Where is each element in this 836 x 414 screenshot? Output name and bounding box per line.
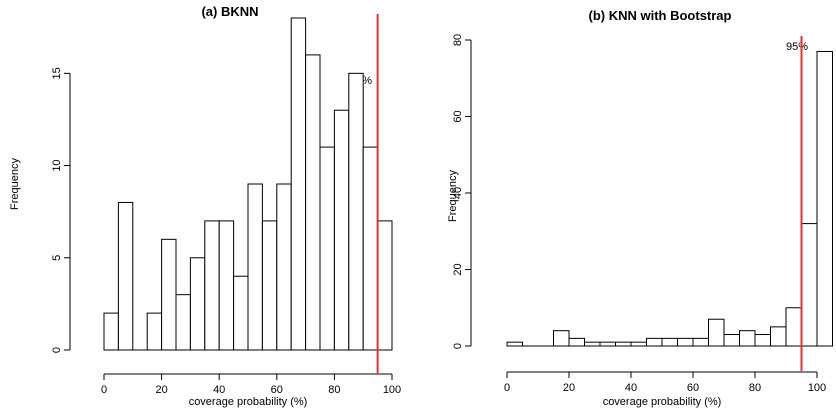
histogram-bar — [319, 146, 335, 351]
histogram-bar — [770, 326, 787, 347]
panel-knn-bootstrap: (b) KNN with Bootstrap coverage probabil… — [447, 8, 833, 408]
x-tick-label: 20 — [563, 382, 575, 394]
y-tick-label: 10 — [51, 159, 63, 171]
histogram-bar — [739, 330, 756, 347]
histogram-bar — [362, 146, 379, 351]
histogram-bar — [599, 341, 616, 347]
histogram-bar — [261, 220, 278, 351]
chart-title: (a) BKNN — [201, 4, 258, 19]
histogram-bar — [290, 17, 307, 351]
x-tick-label: 80 — [749, 382, 761, 394]
histogram-bar — [785, 307, 802, 347]
x-tick-label: 40 — [625, 382, 637, 394]
histogram-bar — [506, 341, 523, 347]
histogram-bar — [103, 312, 119, 351]
histogram-bar — [348, 72, 364, 351]
x-tick-label: 60 — [271, 384, 283, 396]
histogram-bar — [692, 337, 709, 347]
histogram-bar — [146, 312, 163, 351]
x-tick-label: 20 — [155, 384, 167, 396]
histogram-bar — [568, 337, 585, 347]
histogram-bar — [161, 238, 177, 351]
y-tick-label: 80 — [452, 34, 464, 46]
x-axis-label: coverage probability (%) — [603, 396, 722, 408]
panel-bknn: (a) BKNN coverage probability (%) Freque… — [9, 4, 401, 408]
y-tick-label: 5 — [51, 255, 63, 261]
histogram-bar — [677, 337, 694, 347]
y-tick-label: 0 — [452, 343, 464, 349]
histogram-bar — [377, 220, 393, 351]
y-tick-label: 40 — [452, 187, 464, 199]
histogram-bar — [175, 294, 191, 351]
histogram-bar — [584, 341, 601, 347]
histogram-bar — [816, 50, 833, 347]
y-tick-label: 15 — [51, 67, 63, 79]
y-axis-label: Frequency — [9, 158, 21, 210]
x-tick-label: 100 — [383, 384, 401, 396]
y-axis-label: Frequency — [447, 170, 459, 222]
x-tick-label: 0 — [504, 382, 510, 394]
histogram-bar — [247, 183, 263, 351]
histogram-bar — [723, 334, 740, 347]
histogram-bar — [276, 183, 292, 351]
x-tick-label: 0 — [101, 384, 107, 396]
histogram-bar — [117, 201, 134, 351]
histogram-bar — [553, 330, 570, 347]
histogram-bar — [305, 54, 321, 351]
y-tick-label: 20 — [452, 263, 464, 275]
histogram-bar — [333, 109, 350, 351]
x-axis-label: coverage probability (%) — [189, 396, 308, 408]
y-tick-label: 0 — [51, 347, 63, 353]
histogram-bar — [708, 318, 725, 347]
x-tick-label: 100 — [808, 382, 826, 394]
histogram-bar — [646, 337, 663, 347]
histogram-bar — [615, 341, 632, 347]
x-tick-label: 80 — [328, 384, 340, 396]
histogram-bar — [189, 257, 206, 351]
histogram-bar — [218, 220, 235, 351]
chart-title: (b) KNN with Bootstrap — [589, 8, 732, 23]
x-tick-label: 40 — [213, 384, 225, 396]
x-tick-label: 60 — [687, 382, 699, 394]
reference-line-label: 95% — [786, 41, 808, 53]
histogram-bar — [233, 275, 249, 351]
histogram-bar — [204, 220, 220, 351]
histogram-bar — [801, 223, 818, 347]
histogram-bar — [754, 334, 771, 347]
y-tick-label: 60 — [452, 110, 464, 122]
histogram-bar — [661, 337, 678, 347]
histogram-bar — [630, 341, 647, 347]
